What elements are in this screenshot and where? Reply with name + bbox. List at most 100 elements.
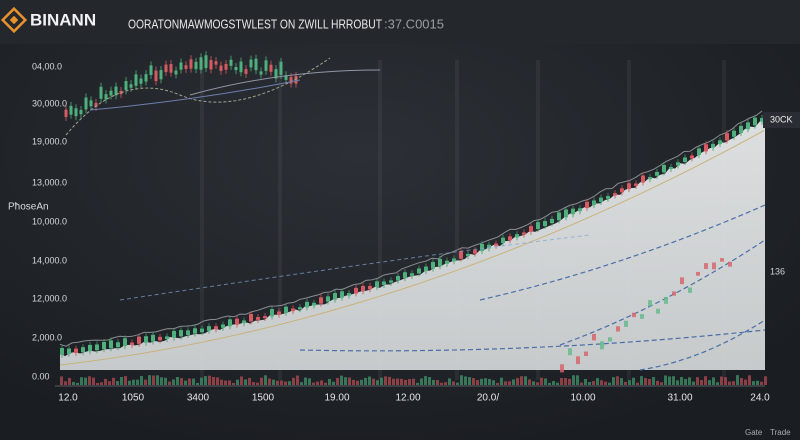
volume-bar [360, 379, 363, 385]
volume-bar [564, 378, 567, 385]
candle [235, 318, 239, 325]
candle [60, 347, 64, 355]
candle [151, 334, 155, 342]
candle [480, 243, 484, 252]
side-label: 136 [770, 266, 785, 276]
candle [664, 297, 668, 304]
volume-bar [404, 379, 407, 385]
volume-bar [436, 380, 439, 385]
volume-bar [476, 380, 479, 385]
volume-bar [196, 382, 199, 385]
candle [557, 212, 561, 221]
volume-bar [184, 380, 187, 385]
volume-bar [212, 376, 215, 385]
candle [200, 328, 204, 333]
candle [410, 273, 414, 276]
volume-bar [468, 377, 471, 385]
volume-bar [108, 381, 111, 385]
logo-outer [0, 6, 28, 34]
volume-bar [104, 378, 107, 385]
mini-candle [249, 59, 253, 68]
mini-candle [154, 70, 158, 82]
stripe [200, 60, 204, 380]
volume-bar [340, 375, 343, 385]
mini-candle [194, 61, 198, 70]
volume-bar [556, 382, 559, 385]
volume-bar [416, 382, 419, 385]
mini-candle [159, 70, 163, 80]
volume-bar [316, 381, 319, 385]
candle [207, 326, 211, 331]
candle [109, 340, 113, 349]
volume-bar [208, 375, 211, 385]
volume-bar [728, 381, 731, 385]
volume-bar [648, 378, 651, 385]
y-axis-label: 14,000.0 [32, 255, 67, 265]
candle [616, 326, 620, 332]
candle [389, 280, 393, 283]
mini-candle [274, 69, 278, 79]
candle [417, 268, 421, 274]
price-area [60, 120, 765, 370]
candle [305, 301, 309, 308]
mini-candle [189, 59, 193, 69]
volume-bar [248, 377, 251, 385]
volume-bar [240, 376, 243, 385]
mini-candle [234, 66, 238, 71]
volume-bar [480, 378, 483, 385]
volume-bar [604, 381, 607, 385]
volume-bar [288, 381, 291, 385]
candle [600, 341, 604, 350]
volume-bar [500, 377, 503, 385]
trend-line [119, 234, 591, 301]
candle [620, 188, 624, 193]
candle [242, 320, 246, 324]
candle [193, 328, 197, 334]
volume-bar [628, 380, 631, 385]
volume-bar [616, 376, 619, 385]
candle [592, 333, 596, 341]
volume-bar [276, 380, 279, 385]
volume-bar [252, 382, 255, 385]
average-line [59, 130, 765, 366]
volume-bar [432, 379, 435, 385]
mini-candle [264, 60, 268, 71]
volume-bar [344, 377, 347, 385]
candle [214, 326, 218, 330]
volume-bar [112, 377, 115, 385]
volume-bar [588, 381, 591, 385]
volume-bar [732, 381, 735, 385]
mini-line [65, 57, 331, 136]
volume-bar [92, 377, 95, 385]
candle [578, 208, 582, 212]
volume-bar [684, 378, 687, 385]
candle [648, 176, 652, 180]
candle [648, 300, 652, 307]
volume-bar [216, 377, 219, 385]
volume-bar [192, 378, 195, 385]
candle [298, 307, 302, 310]
volume-bar [584, 378, 587, 385]
mini-candle [289, 77, 293, 84]
candle [116, 342, 120, 348]
volume-bar [272, 379, 275, 385]
candle [270, 309, 274, 317]
candle [683, 157, 687, 163]
candle [361, 285, 365, 292]
candle [319, 297, 323, 304]
volume-bar [68, 377, 71, 385]
candle [452, 258, 456, 262]
header-bar [0, 0, 800, 44]
y-axis-label: 2,000.0 [32, 332, 62, 342]
volume-bar [668, 376, 671, 385]
volume-bar [280, 380, 283, 385]
volume-bar [200, 377, 203, 385]
volume-bar [428, 377, 431, 385]
volume-bar [752, 381, 755, 385]
volume-bar [660, 382, 663, 385]
volume-bar [472, 378, 475, 385]
mini-candle [279, 61, 283, 75]
x-axis-label: 20.0/ [477, 393, 499, 404]
envelope-line [59, 110, 763, 347]
volume-bar [176, 377, 179, 385]
